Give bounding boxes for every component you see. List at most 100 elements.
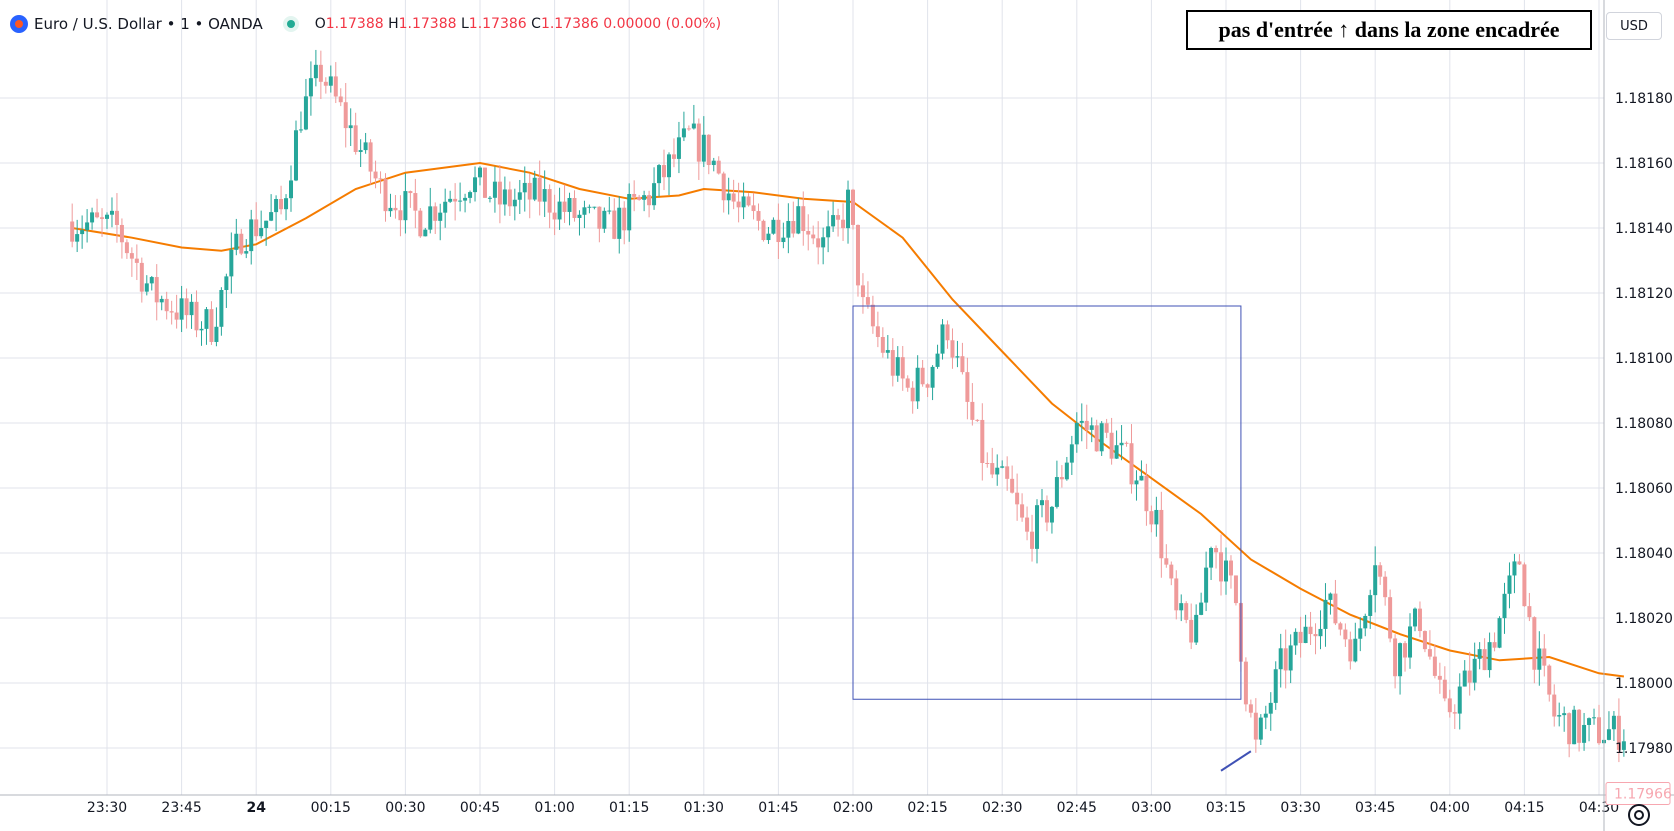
candle-down xyxy=(1084,404,1089,450)
y-tick-label: 1.18000 xyxy=(1615,676,1673,692)
candle-body xyxy=(388,207,393,212)
candle-body xyxy=(716,160,721,174)
candle-up xyxy=(1477,642,1482,670)
x-tick-label: 03:00 xyxy=(1131,800,1171,816)
candle-down xyxy=(1482,638,1487,671)
symbol-title[interactable]: Euro / U.S. Dollar • 1 • OANDA xyxy=(34,15,263,33)
x-tick-label: 03:30 xyxy=(1280,800,1320,816)
candle-body xyxy=(592,206,597,208)
y-tick-label: 1.18100 xyxy=(1615,351,1673,367)
candle-down xyxy=(985,452,990,468)
candle-body xyxy=(343,102,348,129)
candle-down xyxy=(129,247,134,277)
candle-down xyxy=(970,383,975,426)
candle-body xyxy=(662,165,667,178)
candle-up xyxy=(1507,562,1512,609)
candle-down xyxy=(1308,611,1313,645)
candle-up xyxy=(781,222,786,249)
candle-up xyxy=(1258,714,1263,745)
candle-body xyxy=(612,210,617,239)
candle-up xyxy=(1199,592,1204,616)
annotation-textbox[interactable]: pas d'entrée ↑ dans la zone encadrée xyxy=(1186,10,1592,50)
candle-body xyxy=(786,220,791,238)
candle-body xyxy=(686,128,691,130)
candle-up xyxy=(666,152,671,196)
candle-body xyxy=(502,189,507,205)
candle-body xyxy=(139,262,144,292)
candle-body xyxy=(1417,608,1422,632)
candle-body xyxy=(706,134,711,166)
candle-body xyxy=(816,238,821,248)
candle-up xyxy=(1462,660,1467,687)
candle-body xyxy=(582,207,587,215)
candle-body xyxy=(497,181,502,205)
candle-up xyxy=(473,166,478,202)
candle-up xyxy=(607,196,612,215)
candle-body xyxy=(970,401,975,420)
candle-body xyxy=(746,196,751,206)
candle-down xyxy=(1378,562,1383,585)
candle-body xyxy=(880,337,885,353)
y-tick-label: 1.18020 xyxy=(1615,611,1673,627)
candle-up xyxy=(831,201,836,232)
candle-up xyxy=(1263,705,1268,730)
candle-body xyxy=(323,81,328,86)
candle-up xyxy=(1318,610,1323,650)
candle-body xyxy=(821,237,826,248)
candle-up xyxy=(1557,702,1562,727)
settings-icon[interactable] xyxy=(1628,804,1650,826)
candle-down xyxy=(1567,712,1572,758)
candle-down xyxy=(1149,505,1154,533)
candle-body xyxy=(1572,709,1577,745)
candle-up xyxy=(691,104,696,130)
candle-down xyxy=(647,190,652,218)
candle-body xyxy=(353,125,358,152)
candle-body xyxy=(1512,561,1517,576)
candle-down xyxy=(527,173,532,219)
candle-up xyxy=(1039,489,1044,518)
candle-up xyxy=(1582,712,1587,751)
candle-body xyxy=(428,206,433,230)
candle-body xyxy=(681,128,686,138)
candle-body xyxy=(199,328,204,331)
candle-down xyxy=(736,182,741,223)
candle-body xyxy=(1587,718,1592,725)
candle-body xyxy=(114,210,119,225)
candle-body xyxy=(413,193,418,211)
market-status-icon[interactable] xyxy=(282,16,299,32)
candle-down xyxy=(746,193,751,207)
moving-average-layer xyxy=(72,161,1625,678)
candle-body xyxy=(284,198,289,210)
candle-body xyxy=(1412,608,1417,627)
candle-down xyxy=(572,190,577,222)
candle-body xyxy=(860,285,865,298)
candle-up xyxy=(348,108,353,147)
candle-down xyxy=(338,88,343,107)
candle-down xyxy=(114,193,119,243)
candle-body xyxy=(1457,686,1462,714)
candle-down xyxy=(756,203,761,231)
x-tick-label: 23:30 xyxy=(87,800,127,816)
currency-button[interactable]: USD xyxy=(1606,12,1662,40)
candle-body xyxy=(721,173,726,201)
candle-body xyxy=(1502,593,1507,619)
candle-up xyxy=(159,295,164,311)
candle-body xyxy=(846,189,851,229)
candle-up xyxy=(1592,708,1597,725)
candle-down xyxy=(1189,603,1194,650)
candle-body xyxy=(756,211,761,221)
candle-up xyxy=(657,164,662,197)
candle-up xyxy=(229,232,234,294)
candle-up xyxy=(681,111,686,142)
candle-up xyxy=(885,335,890,359)
candle-body xyxy=(338,96,343,103)
candle-down xyxy=(731,179,736,210)
candle-body xyxy=(801,206,806,232)
candle-up xyxy=(1154,496,1159,537)
candle-down xyxy=(841,203,846,241)
candle-body xyxy=(597,206,602,229)
candle-up xyxy=(1079,403,1084,442)
candle-up xyxy=(284,194,289,221)
candle-down xyxy=(497,164,502,224)
